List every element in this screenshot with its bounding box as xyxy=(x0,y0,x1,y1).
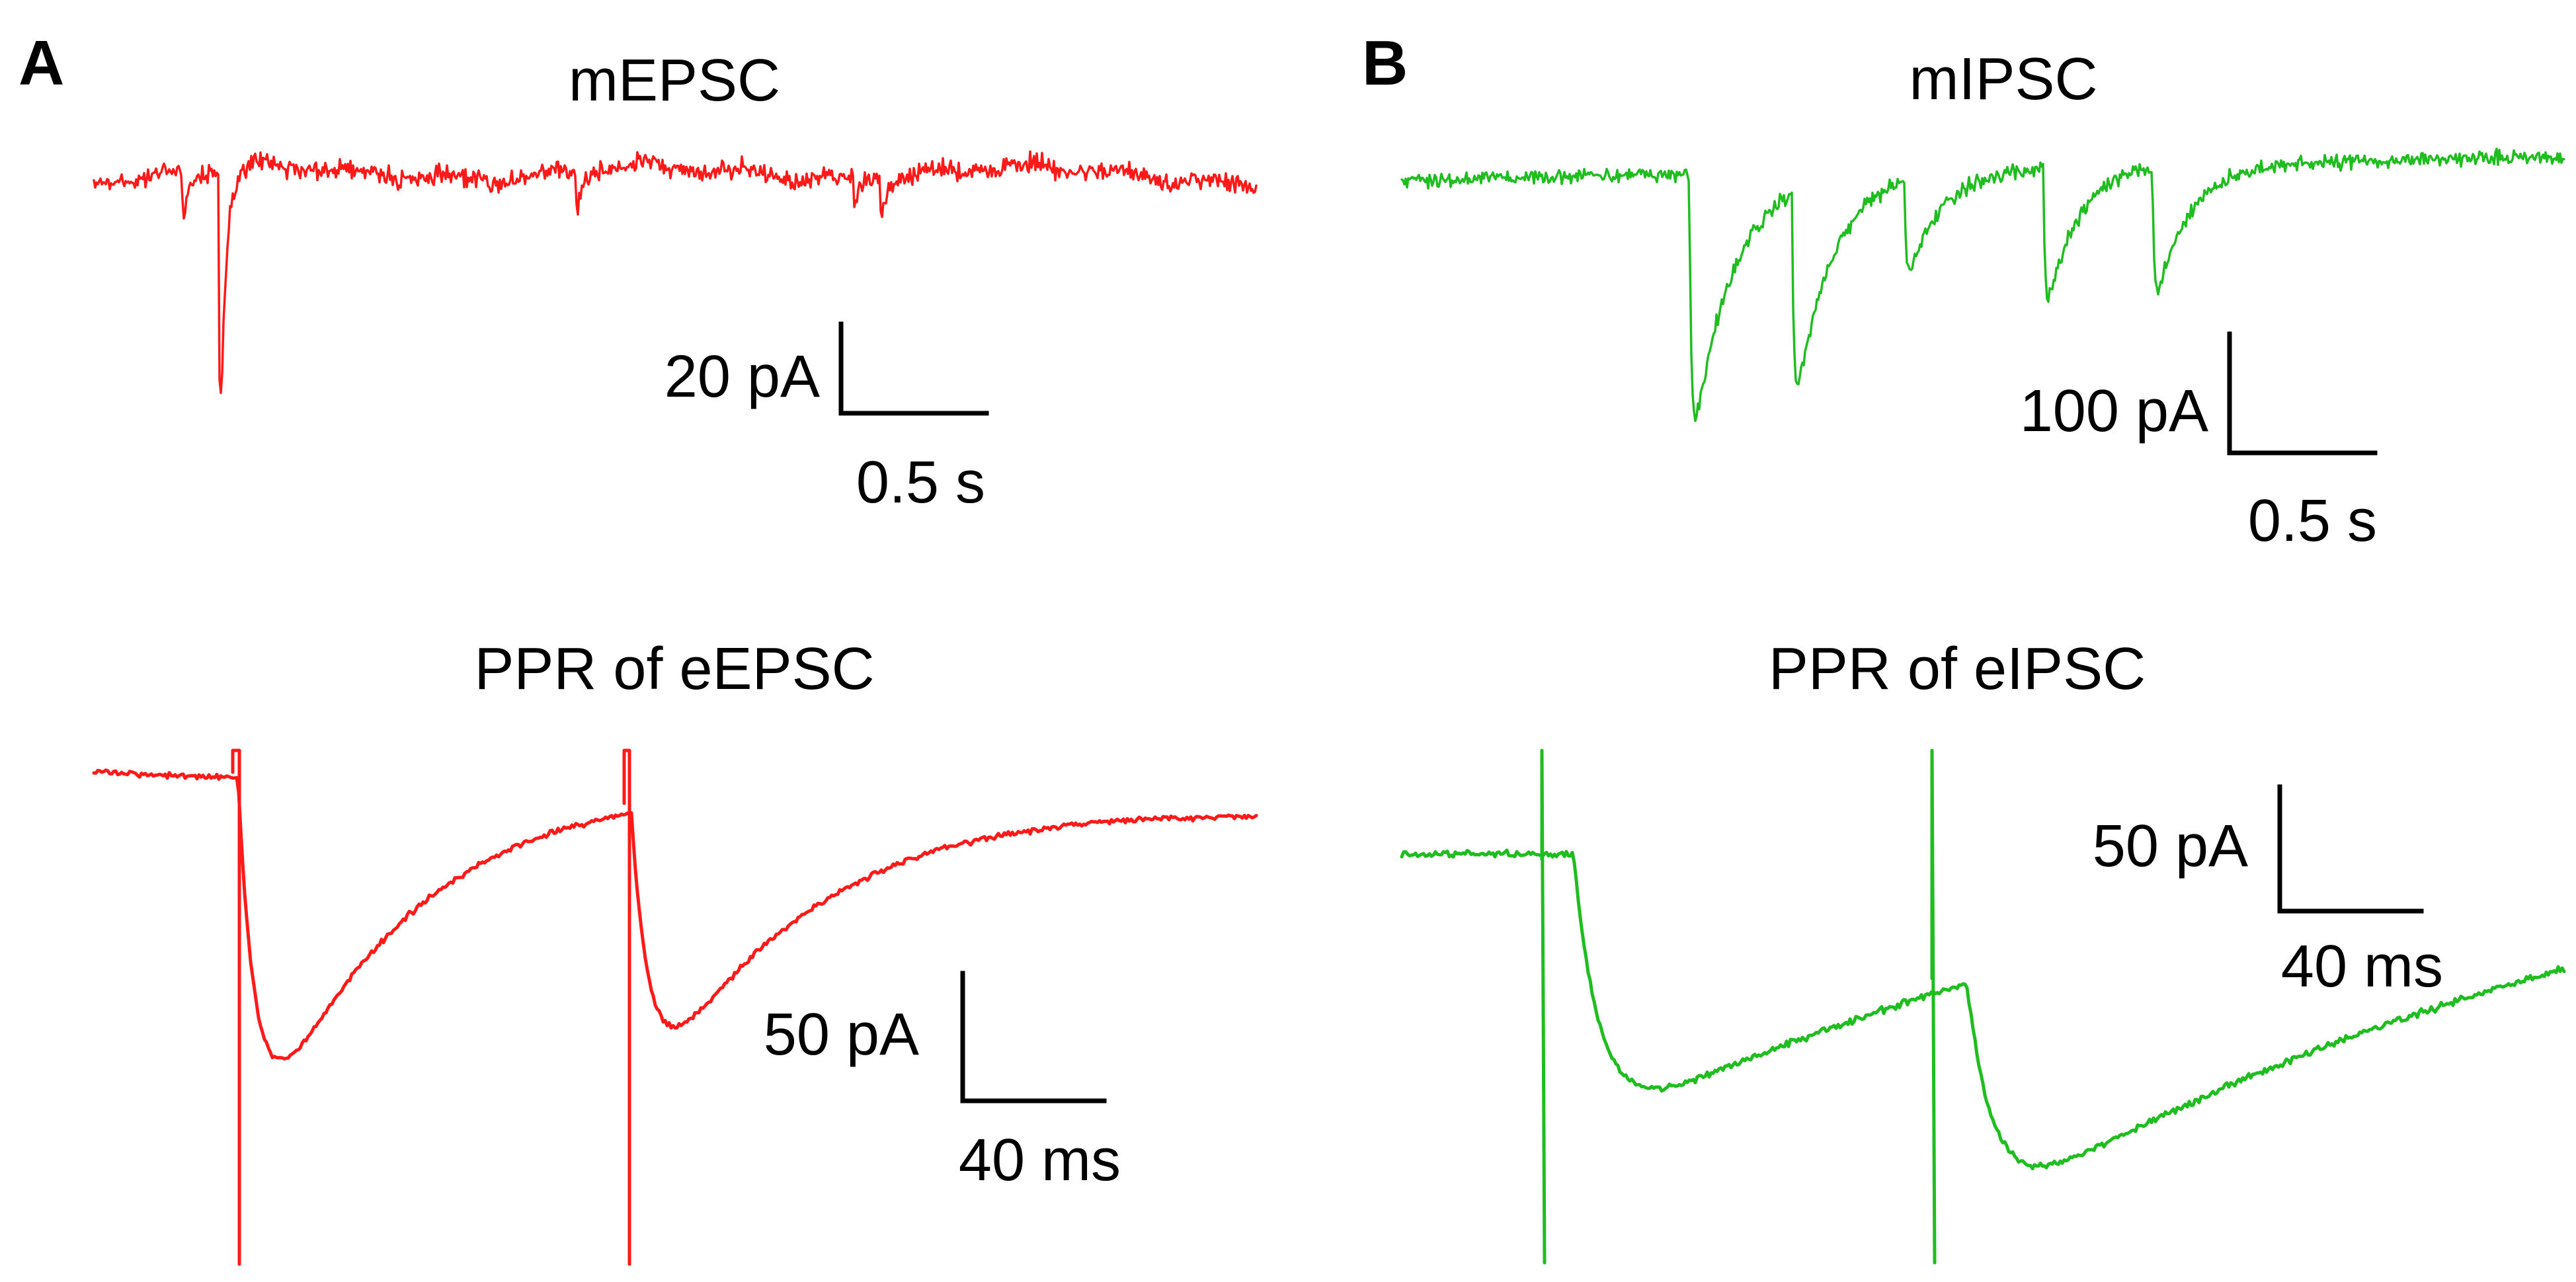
eepsc-amplitude-label: 50 pA xyxy=(764,1002,919,1068)
mepsc-scale-lines xyxy=(838,321,989,416)
eepsc-time-label: 40 ms xyxy=(959,1127,1121,1193)
mepsc-trace xyxy=(93,150,1258,394)
mepsc-amplitude-label: 20 pA xyxy=(664,344,820,410)
mipsc-scale-lines xyxy=(2227,331,2378,456)
mepsc-title: mEPSC xyxy=(569,48,780,114)
panel-b-letter: B xyxy=(1362,28,1408,99)
mipsc-scale-bar: 100 pA 0.5 s xyxy=(2020,331,2378,554)
eipsc-amplitude-label: 50 pA xyxy=(2093,813,2248,879)
eepsc-scale-lines xyxy=(960,971,1107,1103)
eipsc-ppr-title: PPR of eIPSC xyxy=(1769,636,2146,702)
eipsc-time-label: 40 ms xyxy=(2281,934,2443,1000)
eipsc-ppr-trace xyxy=(1400,748,2566,1265)
eepsc-ppr-title: PPR of eEPSC xyxy=(474,636,874,702)
panel-b: B mIPSC 100 pA 0.5 s PPR of eIPSC 50 pA … xyxy=(1362,28,2566,1265)
eepsc-ppr-trace xyxy=(92,748,1258,1266)
eipsc-scale-bar: 50 pA 40 ms xyxy=(2093,784,2443,1000)
eipsc-scale-lines xyxy=(2277,784,2424,914)
mipsc-time-label: 0.5 s xyxy=(2248,488,2377,554)
mepsc-scale-bar: 20 pA 0.5 s xyxy=(664,321,989,516)
mipsc-trace xyxy=(1400,147,2565,422)
mipsc-title: mIPSC xyxy=(1909,46,2097,112)
panel-a-letter: A xyxy=(19,28,64,99)
mipsc-amplitude-label: 100 pA xyxy=(2020,378,2208,444)
panel-a: A mEPSC 20 pA 0.5 s PPR of eEPSC 50 pA 4… xyxy=(19,28,1258,1266)
mepsc-time-label: 0.5 s xyxy=(856,450,985,516)
eepsc-scale-bar: 50 pA 40 ms xyxy=(764,971,1121,1193)
